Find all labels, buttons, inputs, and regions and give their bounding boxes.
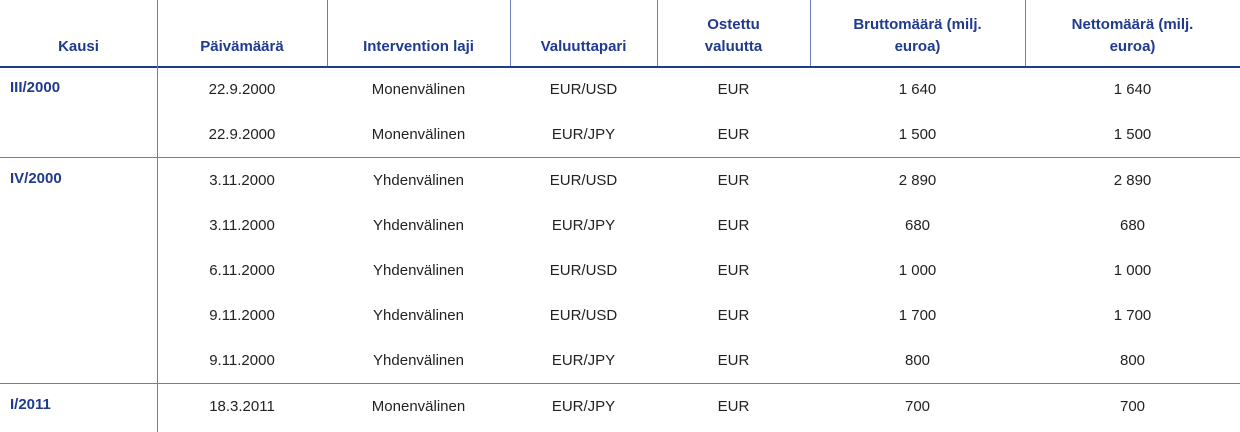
header-divider — [810, 0, 811, 66]
table-cell: EUR/USD — [549, 261, 618, 279]
table-cell: EUR/USD — [549, 80, 618, 98]
table-cell: 1 700 — [1113, 306, 1152, 324]
column-header: Kausi — [58, 38, 99, 55]
table-cell: EUR/JPY — [551, 351, 616, 369]
column-header: Valuuttapari — [540, 38, 627, 55]
table-cell: 1 640 — [898, 80, 937, 98]
group-rule — [0, 383, 1240, 384]
header-divider — [1025, 0, 1026, 66]
table-cell: EUR — [717, 80, 750, 98]
table-cell: 1 500 — [1113, 125, 1152, 143]
table-cell: Yhdenvälinen — [373, 351, 464, 369]
table-cell: 1 700 — [898, 306, 937, 324]
table-cell: 6.11.2000 — [209, 261, 275, 279]
table-cell: EUR — [717, 216, 750, 234]
table-cell: EUR — [717, 171, 750, 189]
table-cell: 9.11.2000 — [209, 306, 275, 324]
table-cell: 2 890 — [898, 171, 937, 189]
table-cell: 18.3.2011 — [209, 397, 275, 415]
column-header: Ostettu valuutta — [704, 16, 763, 55]
period-label: IV/2000 — [10, 170, 62, 187]
table-cell: EUR/USD — [549, 306, 618, 324]
table-cell: EUR — [717, 125, 750, 143]
table-cell: EUR — [717, 351, 750, 369]
period-divider — [157, 66, 158, 432]
table-cell: Yhdenvälinen — [373, 216, 464, 234]
header-divider — [657, 0, 658, 66]
table-cell: 700 — [1119, 397, 1146, 415]
table-cell: 1 000 — [898, 261, 937, 279]
table-cell: 680 — [904, 216, 931, 234]
table-cell: 3.11.2000 — [209, 216, 275, 234]
table-cell: 22.9.2000 — [208, 125, 276, 143]
table-cell: 22.9.2000 — [208, 80, 276, 98]
period-label: III/2000 — [10, 79, 61, 96]
table-cell: 1 000 — [1113, 261, 1152, 279]
table-cell: Monenvälinen — [371, 397, 466, 415]
column-header: Intervention laji — [363, 38, 474, 55]
column-header: Päivämäärä — [200, 38, 284, 55]
column-header: Bruttomäärä (milj. euroa) — [853, 16, 982, 55]
table-cell: Monenvälinen — [371, 80, 466, 98]
table-cell: Yhdenvälinen — [373, 306, 464, 324]
group-rule — [0, 157, 1240, 158]
table-cell: EUR — [717, 261, 750, 279]
table-cell: Yhdenvälinen — [373, 171, 464, 189]
table-cell: Monenvälinen — [371, 125, 466, 143]
table-cell: EUR/JPY — [551, 397, 616, 415]
table-cell: EUR — [717, 397, 750, 415]
table-cell: 2 890 — [1113, 171, 1152, 189]
table-cell: 680 — [1119, 216, 1146, 234]
column-header: Nettomäärä (milj. euroa) — [1071, 16, 1194, 55]
header-divider — [327, 0, 328, 66]
table-cell: Yhdenvälinen — [373, 261, 464, 279]
header-divider — [157, 0, 158, 66]
header-rule — [0, 66, 1240, 68]
table-cell: 1 500 — [898, 125, 937, 143]
table-cell: 800 — [904, 351, 931, 369]
table-cell: 1 640 — [1113, 80, 1152, 98]
period-label: I/2011 — [10, 396, 51, 413]
table-cell: 800 — [1119, 351, 1146, 369]
table-cell: 700 — [904, 397, 931, 415]
table-cell: 9.11.2000 — [209, 351, 275, 369]
table-cell: EUR/JPY — [551, 216, 616, 234]
table-cell: 3.11.2000 — [209, 171, 275, 189]
table-cell: EUR/USD — [549, 171, 618, 189]
header-divider — [510, 0, 511, 66]
table-cell: EUR/JPY — [551, 125, 616, 143]
table-cell: EUR — [717, 306, 750, 324]
